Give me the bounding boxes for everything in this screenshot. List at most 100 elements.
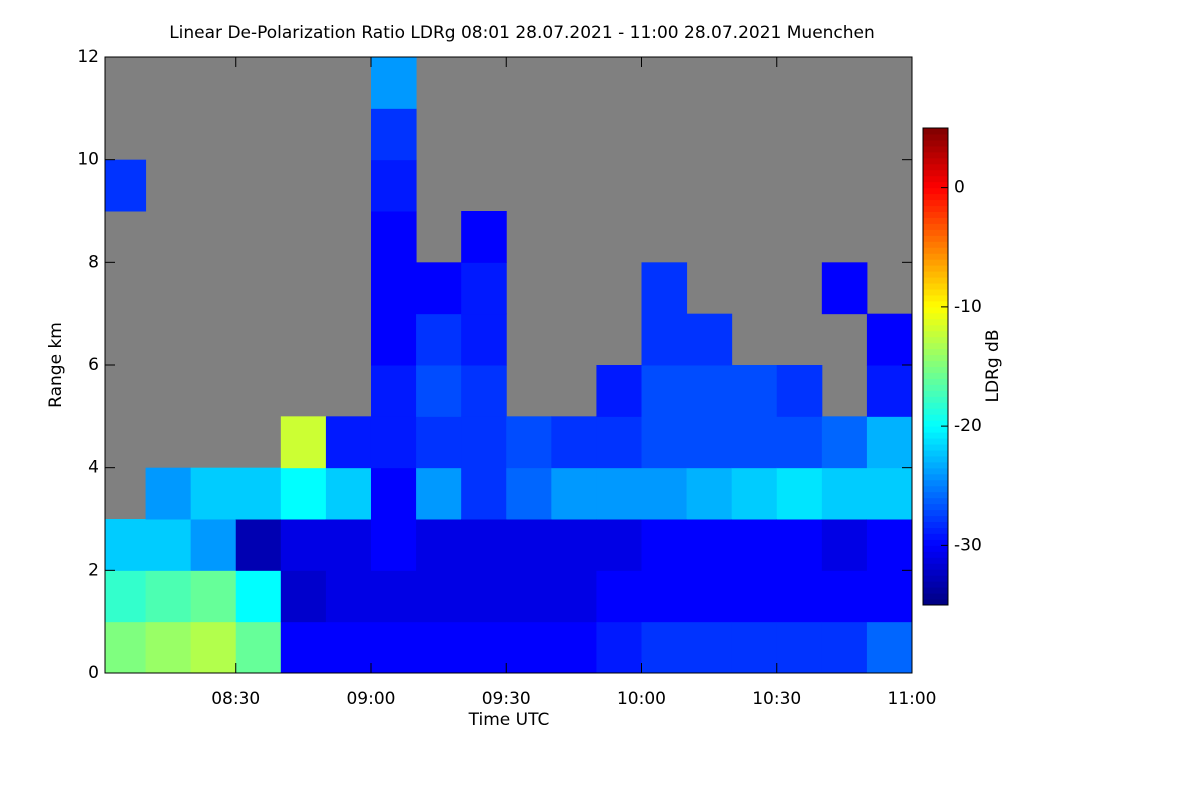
heat-cell: [641, 313, 688, 366]
colorbar-swatch: [923, 575, 948, 582]
heat-cell: [866, 621, 913, 674]
heat-cell: [416, 570, 462, 623]
colorbar-swatch: [923, 467, 948, 475]
colorbar-swatch: [923, 551, 948, 558]
heat-cell: [776, 570, 823, 623]
heat-cell: [145, 621, 192, 674]
x-tick-label: 09:00: [346, 689, 395, 709]
colorbar-swatch: [923, 324, 948, 332]
colorbar-swatch: [923, 444, 948, 451]
x-tick-label: 11:00: [888, 689, 937, 709]
heat-cell: [105, 159, 147, 212]
heat-cell: [105, 621, 147, 674]
heat-cell: [641, 570, 688, 623]
heat-cell: [866, 570, 913, 623]
colorbar-swatch: [923, 300, 948, 308]
colorbar-swatch: [923, 181, 948, 189]
y-tick-label: 4: [88, 458, 99, 478]
heat-cell: [596, 467, 642, 520]
colorbar-swatch: [923, 151, 948, 159]
colorbar-swatch: [923, 169, 948, 177]
colorbar-swatch: [923, 139, 948, 147]
colorbar-swatch: [923, 420, 948, 427]
heat-cell: [145, 570, 192, 623]
colorbar-swatch: [923, 187, 948, 195]
colorbar-swatch: [923, 587, 948, 594]
heat-cell: [461, 416, 507, 469]
heat-cell: [370, 621, 417, 674]
heat-cell: [416, 262, 462, 315]
heat-cell: [416, 416, 462, 469]
colorbar-swatch: [923, 581, 948, 588]
heat-cell: [416, 365, 462, 417]
colorbar-swatch: [923, 569, 948, 576]
heat-cell: [866, 519, 913, 571]
colorbar-swatch: [923, 157, 948, 165]
heat-cell: [731, 416, 778, 469]
heat-cell: [370, 467, 417, 520]
heat-cell: [641, 621, 688, 674]
heat-cell: [821, 519, 868, 571]
heat-cell: [551, 467, 597, 520]
heat-cell: [551, 519, 597, 571]
heat-cell: [105, 570, 147, 623]
heat-cell: [776, 467, 823, 520]
heat-cell: [325, 519, 372, 571]
y-tick-label: 8: [88, 252, 99, 272]
heat-cell: [461, 621, 507, 674]
colorbar-swatch: [923, 360, 948, 367]
colorbar-swatch: [923, 599, 948, 606]
colorbar-swatch: [923, 426, 948, 433]
colorbar-swatch: [923, 247, 948, 254]
heat-cell: [370, 262, 417, 315]
colorbar-swatch: [923, 479, 948, 487]
heat-cell: [416, 467, 462, 520]
heat-cell: [235, 519, 282, 571]
colorbar-swatch: [923, 390, 948, 397]
heat-cell: [506, 467, 552, 520]
colorbar-swatch: [923, 199, 948, 207]
heat-cell: [866, 416, 913, 469]
heat-cell: [461, 467, 507, 520]
colorbar-swatch: [923, 235, 948, 242]
colorbar-swatch: [923, 277, 948, 284]
colorbar-swatch: [923, 283, 948, 290]
heat-cell: [821, 467, 868, 520]
heat-cell: [866, 313, 913, 366]
colorbar-swatch: [923, 509, 948, 517]
heat-cell: [325, 621, 372, 674]
heat-cell: [641, 519, 688, 571]
colorbar-swatch: [923, 372, 948, 379]
heat-cell: [461, 313, 507, 366]
heat-cell: [280, 621, 327, 674]
colorbar-swatch: [923, 253, 948, 260]
y-axis-label: Range km: [46, 322, 66, 408]
colorbar-swatch: [923, 378, 948, 385]
heat-cell: [686, 313, 733, 366]
heat-cell: [731, 570, 778, 623]
colorbar-tick-label: -10: [954, 297, 982, 317]
colorbar-swatch: [923, 449, 948, 457]
colorbar-swatch: [923, 366, 948, 373]
colorbar-swatch: [923, 503, 948, 511]
colorbar-swatch: [923, 455, 948, 463]
colorbar-swatch: [923, 557, 948, 564]
colorbar-swatch: [923, 384, 948, 391]
colorbar-swatch: [923, 515, 948, 523]
colorbar-swatch: [923, 539, 948, 546]
colorbar-swatch: [923, 318, 948, 326]
colorbar-tick-label: 0: [954, 178, 965, 198]
colorbar-swatch: [923, 306, 948, 314]
heat-cell: [686, 570, 733, 623]
heat-cell: [461, 262, 507, 315]
heat-cell: [325, 467, 372, 520]
colorbar-swatch: [923, 497, 948, 505]
colorbar-swatch: [923, 145, 948, 153]
heat-cell: [370, 57, 417, 109]
heat-cell: [551, 570, 597, 623]
heat-cell: [506, 519, 552, 571]
heat-cell: [370, 570, 417, 623]
colorbar-tick-label: -30: [954, 535, 982, 555]
heat-cell: [370, 416, 417, 469]
colorbar-swatch: [923, 211, 948, 218]
